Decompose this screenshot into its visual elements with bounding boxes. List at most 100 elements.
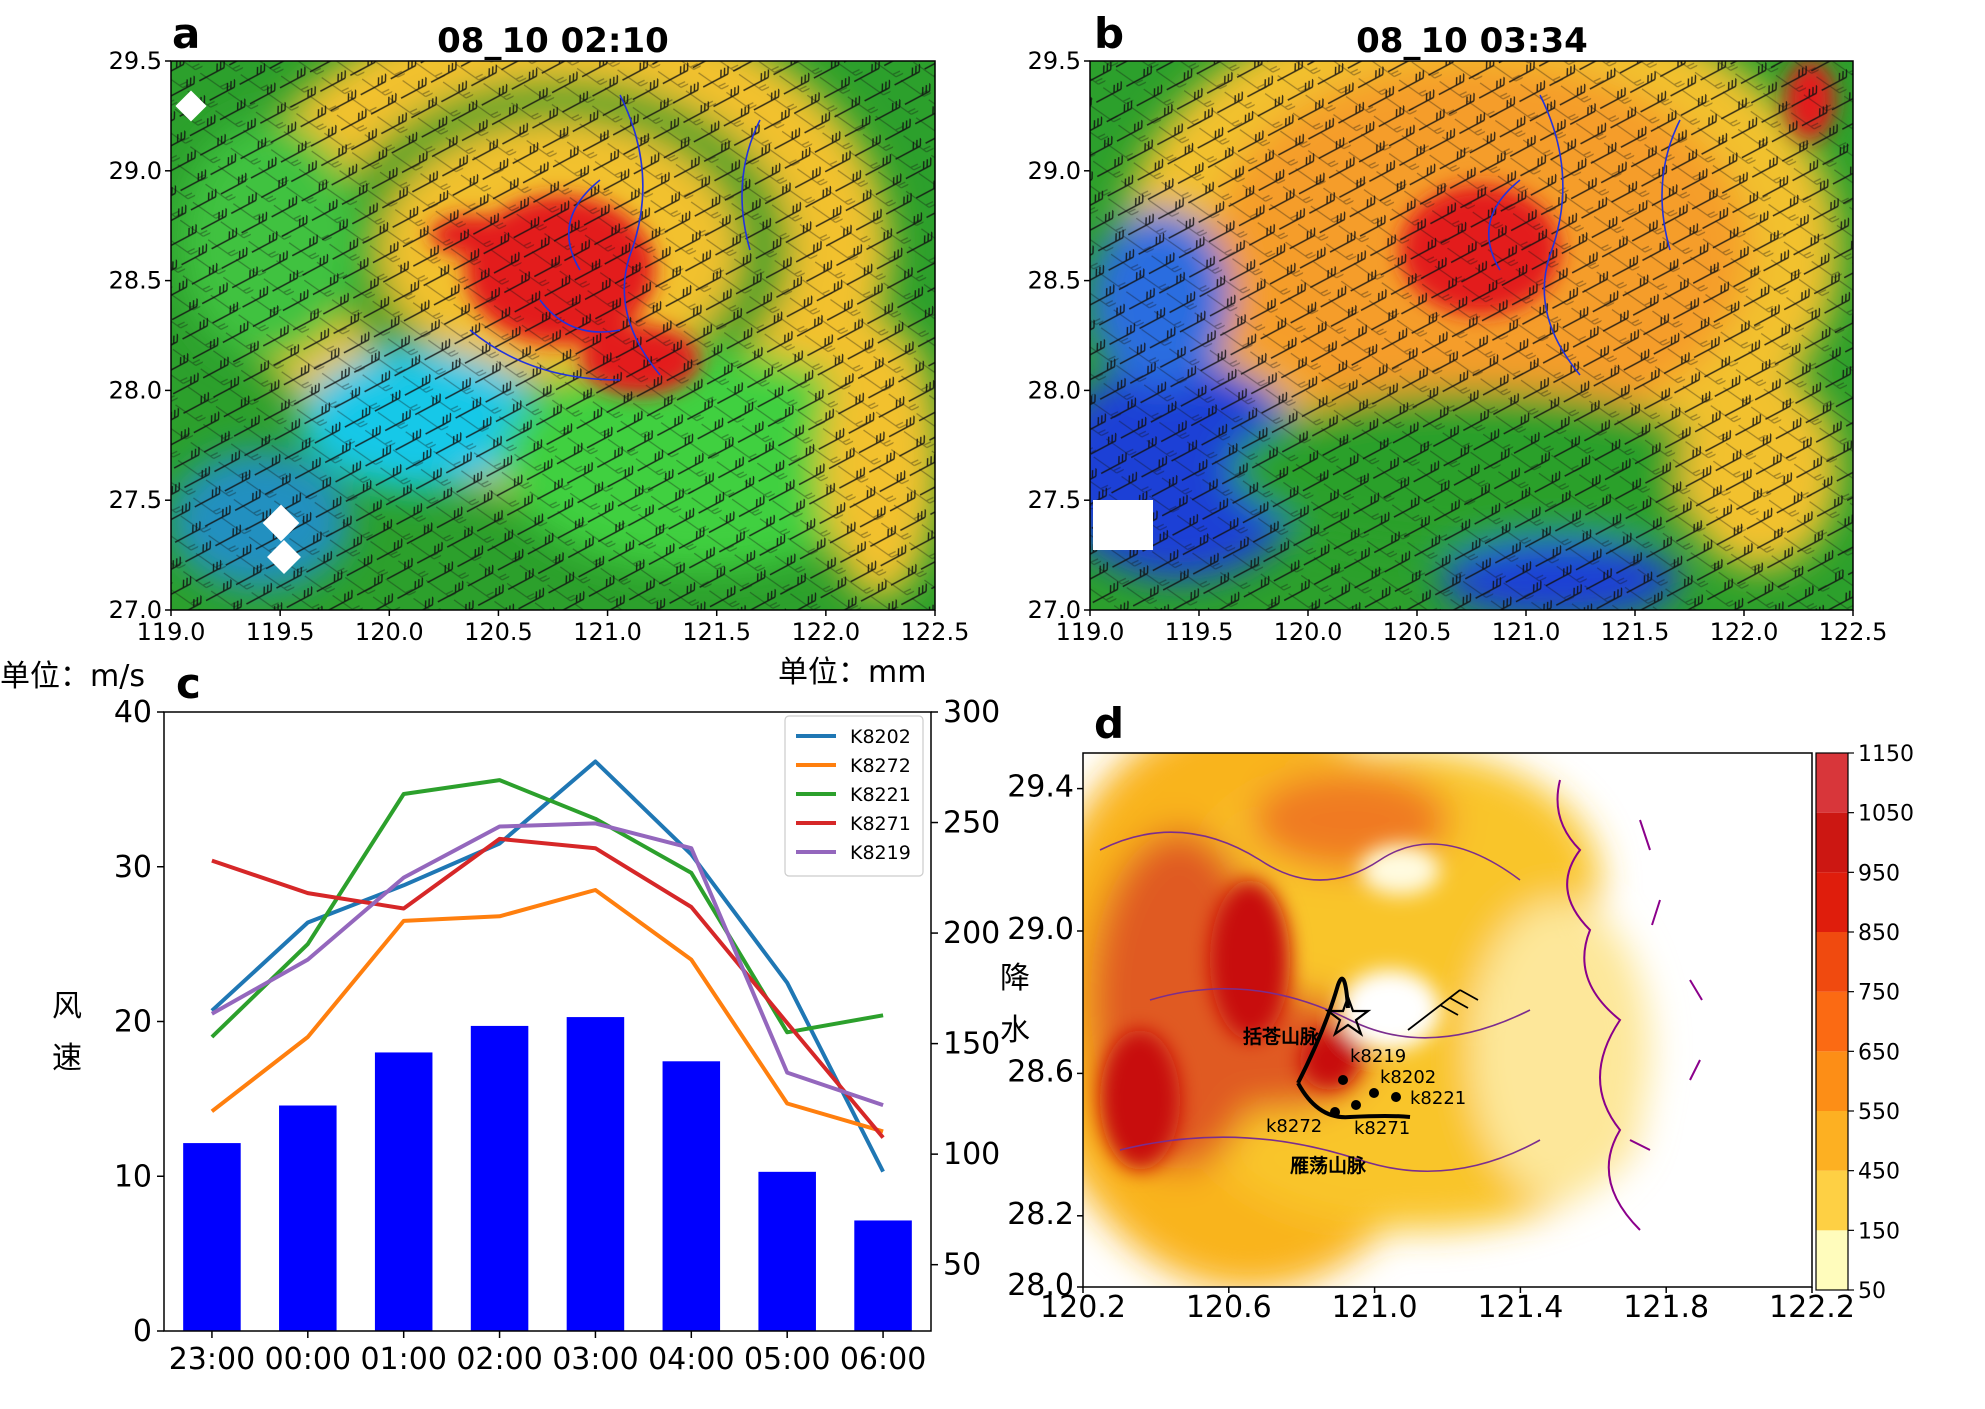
panel-c-ylabel-right-2: 水 [1000, 1013, 1030, 1048]
panel-d-label: d [1094, 699, 1124, 748]
panel-c-x-tick: 01:00 [360, 1342, 446, 1377]
station-markers [1330, 1075, 1401, 1117]
panel-c-x-tick: 06:00 [840, 1342, 926, 1377]
panel-b-x-tick: 121.0 [1492, 618, 1561, 646]
series-line-k8272 [210, 888, 884, 1134]
precip-bar [183, 1143, 241, 1331]
panel-c-label: c [176, 659, 201, 708]
star-marker [1324, 993, 1372, 1037]
panel-d-x-tick: 121.0 [1332, 1290, 1418, 1325]
legend-label-k8271: K8271 [850, 813, 911, 835]
precip-bar [758, 1171, 816, 1331]
panel-c-x-tick: 00:00 [265, 1342, 351, 1377]
panel-b: b 08_10 03:34 119.0 119.5 [1028, 9, 1888, 646]
panel-b-x-tick: 120.5 [1383, 618, 1452, 646]
precip-bar [854, 1220, 912, 1331]
panel-d-y-tick: 28.2 [1007, 1197, 1074, 1232]
series-line-k8219 [210, 821, 884, 1107]
panel-a-x-tick: 119.5 [246, 618, 315, 646]
panel-d-terrain [1083, 753, 1812, 1287]
panel-d-x-tick: 121.4 [1477, 1290, 1563, 1325]
panel-c-bars [183, 1017, 912, 1331]
colorbar-tick: 650 [1858, 1040, 1900, 1065]
mountain-label-yandang: 雁荡山脉 [1290, 1154, 1367, 1177]
colorbar-segment [1816, 753, 1848, 813]
panel-a-x-ticks: 119.0 119.5 120.0 120.5 121.0 121.5 122.0 122.5 [137, 610, 970, 646]
panel-a-y-tick: 27.0 [109, 596, 162, 624]
panel-c-unit-right: 单位：mm [778, 655, 926, 690]
panel-a-x-tick: 122.0 [791, 618, 860, 646]
panel-b-frame [1089, 60, 1854, 611]
panel-b-field [1090, 61, 1853, 610]
panel-c-lines [210, 759, 885, 1173]
panel-d-y-tick: 29.0 [1007, 912, 1074, 947]
panel-b-title: 08_10 03:34 [1356, 21, 1588, 61]
panel-a-x-tick: 122.5 [901, 618, 970, 646]
panel-a-x-tick: 121.0 [573, 618, 642, 646]
panel-b-x-ticks: 119.0 119.5 120.0 120.5 121.0 121.5 122.0 122.5 [1056, 610, 1888, 646]
precip-bar [662, 1061, 721, 1331]
precip-bar [374, 1052, 433, 1331]
colorbar-frame [1815, 752, 1849, 1291]
colorbar-segment [1816, 1230, 1848, 1290]
panel-c-y-tick: 10 [114, 1159, 152, 1194]
wind-barb-marker [1407, 989, 1479, 1031]
panel-c-x-ticks: 23:00 00:00 01:00 02:00 03:00 04:00 05:00 06:00 [169, 1331, 926, 1377]
station-label-k8271: k8271 [1354, 1118, 1410, 1139]
panel-c-y2-tick: 100 [943, 1137, 1000, 1172]
panel-b-y-tick: 29.0 [1028, 157, 1081, 185]
station-label-k8202: k8202 [1380, 1067, 1436, 1088]
panel-b-x-tick: 122.0 [1710, 618, 1779, 646]
legend-label-k8272: K8272 [850, 755, 911, 777]
precip-bar [279, 1105, 337, 1331]
panel-d-x-ticks: 120.2 120.6 121.0 121.4 121.8 122.2 [1040, 1287, 1855, 1325]
ridge-line-kuocang [1296, 976, 1350, 1084]
panel-c-ylabel-left-1: 风 [52, 989, 82, 1024]
panel-a-frame [170, 60, 936, 611]
panel-a: a 08_10 02:10 [109, 9, 970, 646]
series-line-k8271 [211, 836, 885, 1139]
panel-c-y2-tick: 250 [943, 806, 1000, 841]
panel-a-x-tick: 120.0 [355, 618, 424, 646]
panel-a-y-tick: 29.5 [109, 47, 162, 75]
panel-c-x-tick: 03:00 [552, 1342, 638, 1377]
panel-d-x-tick: 120.2 [1040, 1290, 1126, 1325]
colorbar-segment [1816, 1170, 1848, 1231]
panel-c-y-tick: 30 [114, 850, 152, 885]
precip-bar [566, 1017, 625, 1331]
panel-c-y2-ticks: 50 100 150 200 250 300 [931, 695, 1000, 1283]
panel-a-x-tick: 119.0 [137, 618, 206, 646]
legend-label-k8219: K8219 [850, 842, 911, 864]
mountain-label-kuocang: 括苍山脉 [1243, 1025, 1320, 1048]
panel-c-legend: K8202 K8272 K8221 K8271 K8219 [784, 715, 924, 877]
colorbar-tick: 450 [1858, 1160, 1900, 1185]
panel-b-x-tick: 119.5 [1165, 618, 1234, 646]
colorbar-segment [1816, 1051, 1848, 1111]
station-label-k8219: k8219 [1350, 1046, 1406, 1067]
panel-a-title: 08_10 02:10 [437, 21, 669, 61]
precip-bar [470, 1025, 529, 1331]
ridge-line-yandang [1296, 1082, 1411, 1120]
panel-c-y-tick: 40 [114, 695, 152, 730]
panel-d-x-tick: 122.2 [1769, 1290, 1855, 1325]
panel-b-label: b [1094, 9, 1124, 58]
panel-c-y-ticks: 0 10 20 30 40 [114, 695, 164, 1349]
panel-c-y-tick: 20 [114, 1005, 152, 1040]
panel-c-y2-tick: 50 [943, 1248, 981, 1283]
colorbar-tick: 750 [1858, 981, 1900, 1006]
colorbar-tick: 850 [1858, 921, 1900, 946]
panel-c-y-tick: 0 [133, 1314, 152, 1349]
panel-a-x-tick: 120.5 [464, 618, 533, 646]
panel-b-x-tick: 122.5 [1819, 618, 1888, 646]
colorbar-tick: 1150 [1858, 742, 1914, 767]
series-line-k8221 [210, 778, 884, 1039]
panel-b-x-tick: 119.0 [1056, 618, 1125, 646]
colorbar-segment [1816, 932, 1848, 992]
panel-d-y-ticks: 28.0 28.2 28.6 29.0 29.4 [1007, 770, 1083, 1303]
panel-d-y-tick: 28.0 [1007, 1268, 1074, 1303]
panel-c-y2-tick: 150 [943, 1027, 1000, 1062]
panel-a-y-tick: 29.0 [109, 157, 162, 185]
panel-d-y-tick: 29.4 [1007, 770, 1074, 805]
panel-a-label: a [172, 9, 200, 58]
